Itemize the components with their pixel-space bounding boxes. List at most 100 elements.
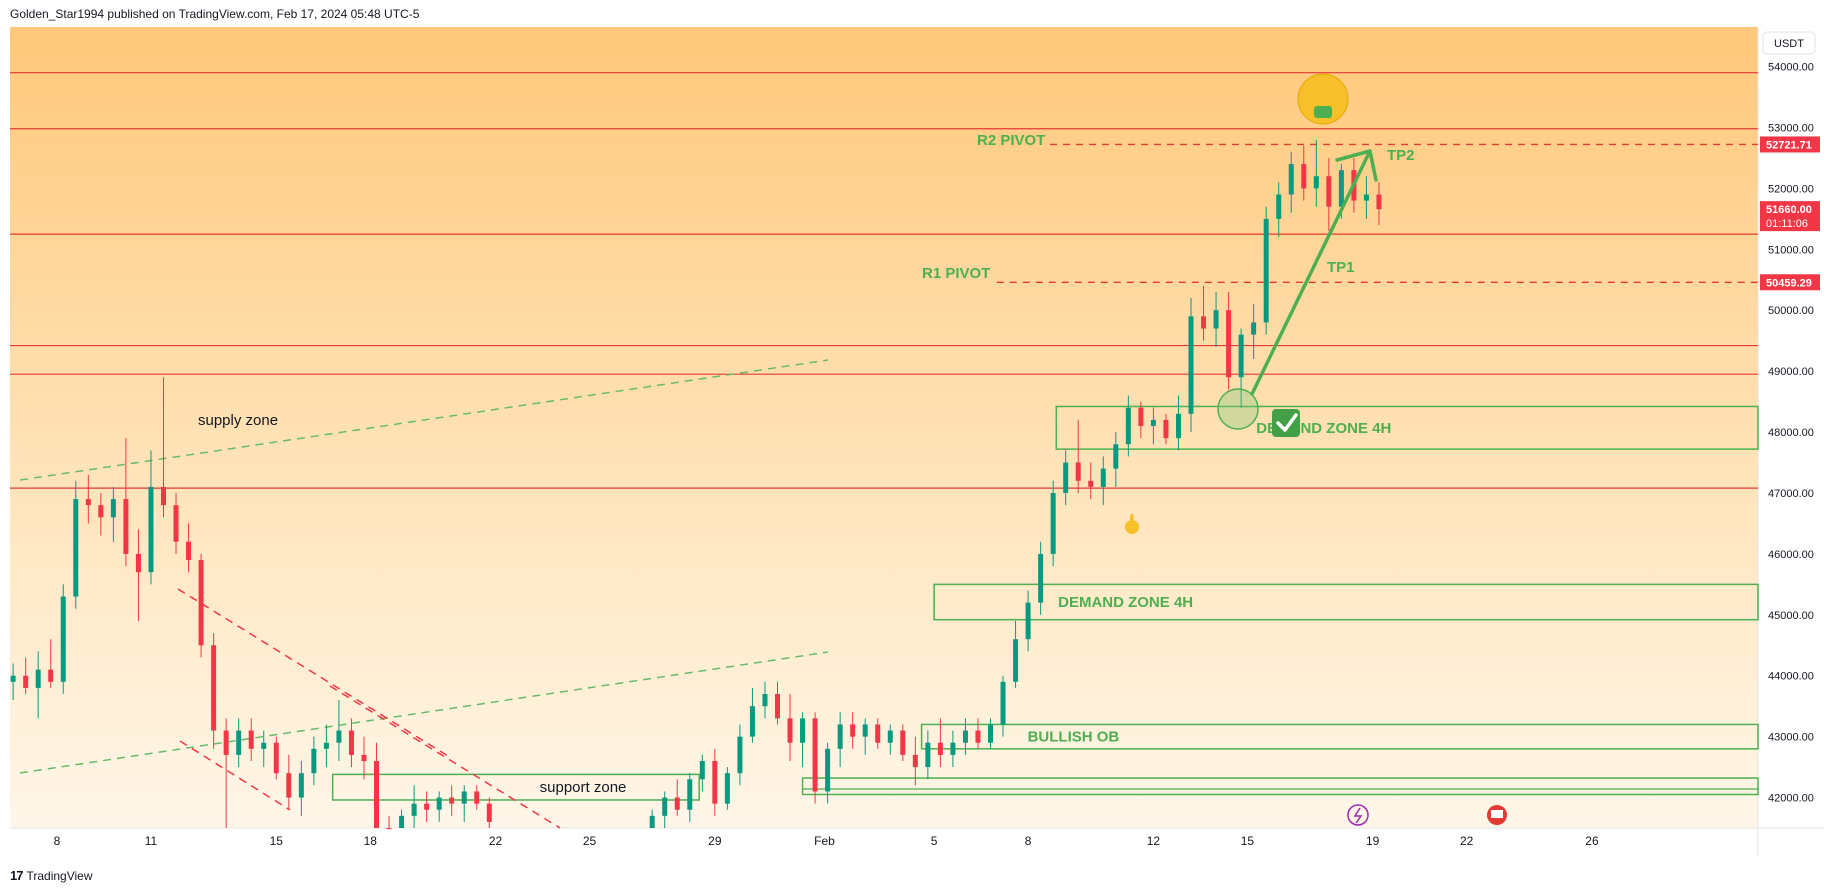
candle-body bbox=[186, 541, 192, 560]
tradingview-brand: TradingView bbox=[26, 868, 93, 883]
candle-body bbox=[699, 760, 705, 780]
price-tick-label: 43000.00 bbox=[1768, 732, 1814, 744]
candle-body bbox=[937, 742, 943, 755]
date-tick-label: 5 bbox=[931, 834, 938, 848]
candle-body bbox=[386, 828, 392, 830]
chart-background bbox=[10, 27, 1758, 856]
candle-body bbox=[436, 797, 442, 810]
date-tick-label: 11 bbox=[145, 834, 158, 848]
candle-body bbox=[135, 553, 141, 573]
candle-body bbox=[925, 742, 931, 768]
price-tag bbox=[1760, 201, 1820, 232]
date-tick-label: 22 bbox=[489, 834, 503, 848]
currency-badge[interactable]: USDT bbox=[1762, 31, 1816, 55]
candle-body bbox=[374, 760, 380, 828]
candle-body bbox=[10, 675, 16, 682]
date-tick-label: 29 bbox=[708, 834, 722, 848]
price-tick-label: 52000.00 bbox=[1768, 183, 1814, 195]
candle-body bbox=[737, 736, 743, 774]
date-tick-label: 18 bbox=[364, 834, 378, 848]
price-tag-value: 50459.29 bbox=[1766, 277, 1812, 289]
candle-body bbox=[862, 724, 868, 737]
candle-body bbox=[950, 742, 956, 755]
zone-box bbox=[1055, 405, 1759, 450]
candle-body bbox=[649, 815, 655, 828]
candle-body bbox=[110, 499, 116, 518]
candle-body bbox=[975, 730, 981, 743]
price-tick-label: 47000.00 bbox=[1768, 488, 1814, 500]
date-tick-label: 26 bbox=[1585, 834, 1599, 848]
r1-pivot-label: R1 PIVOT bbox=[922, 265, 990, 282]
candle-body bbox=[875, 724, 881, 743]
candle-body bbox=[123, 499, 129, 554]
candle-body bbox=[1100, 468, 1106, 487]
candle-body bbox=[1138, 407, 1144, 426]
currency-label: USDT bbox=[1774, 38, 1804, 50]
candle-body bbox=[98, 505, 104, 518]
price-tick-label: 50000.00 bbox=[1768, 305, 1814, 317]
candles bbox=[10, 139, 1382, 830]
lightning-event-icon bbox=[1347, 804, 1369, 826]
channel-top-line bbox=[329, 685, 561, 829]
candle-body bbox=[912, 754, 918, 768]
candle-body bbox=[1025, 602, 1031, 640]
lightning-event-mark bbox=[1353, 807, 1363, 824]
channel-top-line bbox=[177, 588, 449, 757]
candle-body bbox=[223, 730, 229, 755]
pointing-hand-icon bbox=[1125, 520, 1139, 534]
check-icon bbox=[1272, 409, 1300, 437]
price-tick-label: 53000.00 bbox=[1768, 123, 1814, 135]
candle-body bbox=[1113, 444, 1119, 469]
candle-body bbox=[486, 803, 492, 822]
tp1-label: TP1 bbox=[1327, 259, 1355, 276]
candle-body bbox=[73, 499, 79, 597]
support-trendline bbox=[19, 651, 829, 774]
candle-body bbox=[461, 791, 467, 804]
candle-body bbox=[336, 730, 342, 743]
price-tick-label: 51000.00 bbox=[1768, 244, 1814, 256]
candle-body bbox=[1226, 310, 1232, 378]
candle-body bbox=[1088, 480, 1094, 487]
price-axis-panel[interactable] bbox=[1758, 27, 1824, 856]
candle-body bbox=[900, 730, 906, 755]
date-tick-label: 8 bbox=[1025, 834, 1032, 848]
candle-body bbox=[1301, 164, 1307, 189]
candle-body bbox=[449, 797, 455, 804]
candle-body bbox=[800, 718, 806, 743]
candle-body bbox=[411, 803, 417, 816]
date-tick-label: Feb bbox=[814, 834, 835, 848]
candle-body bbox=[261, 742, 267, 749]
candle-body bbox=[1276, 194, 1282, 219]
candle-body bbox=[662, 797, 668, 816]
candle-body bbox=[198, 559, 204, 646]
candle-body bbox=[749, 706, 755, 737]
price-tag bbox=[1760, 136, 1820, 153]
candle-body bbox=[1175, 413, 1181, 439]
publisher-header: Golden_Star1994 published on TradingView… bbox=[10, 7, 420, 21]
candle-body bbox=[988, 724, 994, 743]
zone-label: support zone bbox=[540, 779, 627, 796]
footer: 17 TradingView bbox=[10, 868, 93, 883]
r2-pivot-label: R2 PIVOT bbox=[977, 132, 1045, 149]
candle-body bbox=[348, 730, 354, 755]
candle-body bbox=[323, 742, 329, 749]
supply-trendline bbox=[19, 359, 829, 481]
candle-body bbox=[60, 596, 66, 682]
axes: 54000.00 53000.00 52000.00 51000.00 50000.00… bbox=[54, 62, 1814, 848]
candle-body bbox=[1263, 218, 1269, 323]
candle-body bbox=[812, 718, 818, 792]
candle-body bbox=[23, 675, 29, 688]
tp2-label: TP2 bbox=[1387, 147, 1415, 164]
candle-body bbox=[724, 773, 730, 804]
candle-body bbox=[85, 499, 91, 506]
time-axis-panel[interactable] bbox=[10, 828, 1758, 856]
date-tick-label: 15 bbox=[270, 834, 284, 848]
money-face-icon-outline bbox=[1297, 73, 1349, 125]
price-tick-label: 42000.00 bbox=[1768, 793, 1814, 805]
candle-body bbox=[361, 754, 367, 761]
candle-body bbox=[825, 748, 831, 792]
annotations: R2 PIVOT R1 PIVOT supply zone TP1 TP2 bbox=[198, 73, 1507, 826]
candle-body bbox=[1013, 639, 1019, 682]
